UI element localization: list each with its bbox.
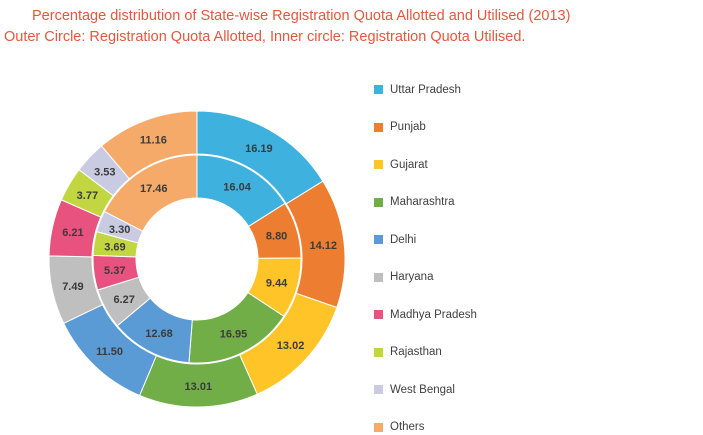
slice-label: 12.68 (145, 328, 173, 340)
slice-label: 16.95 (220, 329, 248, 341)
slice-label: 16.19 (245, 143, 273, 155)
legend-label: Madhya Pradesh (390, 308, 477, 321)
legend-item: West Bengal (374, 383, 477, 396)
legend-swatch (374, 197, 383, 207)
legend-item: Haryana (374, 271, 477, 283)
legend-label: Maharashtra (390, 196, 455, 208)
legend-swatch (374, 347, 383, 357)
slice-label: 3.30 (109, 224, 130, 236)
legend-swatch (374, 235, 383, 244)
legend-swatch (374, 272, 383, 282)
slice-label: 3.53 (94, 167, 115, 179)
pie-slice (100, 110, 198, 180)
legend: Uttar Pradesh Punjab Gujarat Maharashtra Del… (374, 84, 477, 435)
chart-title: Percentage distribution of State-wise Re… (32, 8, 571, 24)
legend-item: Gujarat (374, 158, 477, 171)
legend-item: Rajasthan (374, 346, 477, 358)
legend-swatch (374, 385, 383, 394)
slice-label: 9.44 (266, 277, 288, 289)
legend-label: Uttar Pradesh (390, 83, 461, 96)
slice-label: 3.77 (77, 190, 98, 202)
legend-swatch (374, 160, 383, 169)
slice-label: 13.02 (277, 340, 305, 352)
legend-label: Delhi (390, 233, 417, 246)
legend-swatch (374, 422, 383, 432)
slice-label: 5.37 (104, 265, 125, 277)
legend-swatch (374, 85, 383, 94)
slice-label: 6.27 (113, 294, 134, 306)
legend-item: Madhya Pradesh (374, 308, 477, 321)
slice-label: 11.16 (140, 135, 167, 147)
donut-chart-svg: 16.19 14.12 13.02 13.01 11.50 7.49 6.21 3.77 3.5… (48, 110, 346, 408)
slice-label: 7.49 (62, 281, 83, 293)
pie-slice (103, 154, 198, 232)
legend-label: West Bengal (390, 383, 455, 396)
legend-label: Gujarat (390, 158, 428, 171)
legend-swatch (374, 310, 383, 319)
chart-title-block: Percentage distribution of State-wise Re… (4, 6, 699, 48)
slice-label: 13.01 (185, 381, 213, 393)
slice-label: 6.21 (62, 227, 83, 239)
legend-item: Others (374, 421, 477, 433)
legend-item: Uttar Pradesh (374, 83, 477, 96)
chart-subtitle: Outer Circle: Registration Quota Allotte… (4, 29, 526, 45)
slice-label: 3.69 (104, 242, 125, 254)
slice-label: 14.12 (309, 240, 337, 252)
legend-label: Punjab (390, 121, 426, 133)
slice-label: 8.80 (266, 231, 287, 243)
legend-label: Others (390, 421, 425, 433)
legend-swatch (374, 122, 383, 132)
slice-label: 16.04 (223, 181, 251, 193)
legend-item: Maharashtra (374, 196, 477, 208)
donut-chart: 16.19 14.12 13.02 13.01 11.50 7.49 6.21 3.77 3.5… (16, 82, 378, 435)
legend-item: Delhi (374, 233, 477, 246)
legend-label: Rajasthan (390, 346, 442, 358)
slice-label: 11.50 (96, 346, 123, 358)
slice-label: 17.46 (140, 183, 168, 195)
legend-label: Haryana (390, 271, 434, 283)
legend-item: Punjab (374, 121, 477, 133)
